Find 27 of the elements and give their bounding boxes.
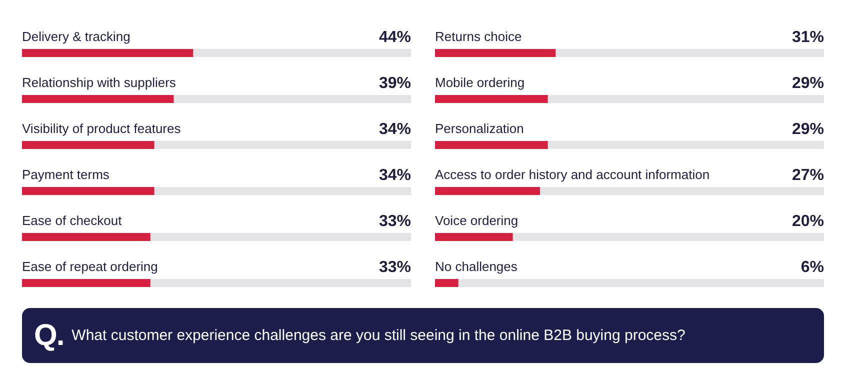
data-label: 31% — [792, 29, 824, 46]
category-label: Personalization — [435, 121, 524, 136]
data-label: 29% — [792, 121, 824, 138]
category-label: Ease of repeat ordering — [22, 259, 158, 274]
category-label: Access to order history and account information — [435, 167, 710, 182]
data-label: 33% — [378, 213, 411, 230]
data-label: 34% — [378, 167, 411, 184]
category-label: Ease of checkout — [22, 213, 122, 228]
data-label: 6% — [800, 259, 824, 276]
data-label: 29% — [792, 75, 824, 92]
data-label: 33% — [378, 259, 411, 276]
category-label: Mobile ordering — [435, 75, 525, 90]
category-label: Payment terms — [22, 167, 110, 182]
category-label: Voice ordering — [435, 213, 518, 228]
category-label: Relationship with suppliers — [22, 75, 176, 90]
data-label: 34% — [378, 121, 411, 138]
bar — [435, 279, 458, 287]
data-label: 39% — [378, 75, 411, 92]
data-label: 44% — [378, 29, 411, 46]
data-label: 20% — [792, 213, 824, 230]
category-label: Delivery & tracking — [22, 29, 130, 44]
category-label: Visibility of product features — [22, 121, 181, 136]
bar — [435, 233, 513, 241]
category-label: No challenges — [435, 259, 518, 274]
category-label: Returns choice — [435, 29, 522, 44]
data-label: 27% — [792, 167, 824, 184]
question-banner: Q. What customer experience challenges are you still seeing in the online B2B buying process? — [22, 308, 824, 363]
